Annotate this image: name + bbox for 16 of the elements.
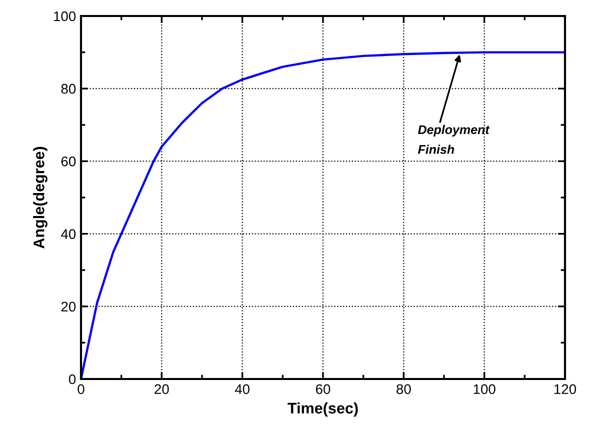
x-tick-label: 20 — [154, 384, 169, 394]
y-tick-label: 80 — [61, 84, 76, 94]
y-tick-label: 60 — [61, 156, 76, 166]
y-tick-label: 100 — [54, 11, 76, 22]
x-tick-label: 100 — [474, 384, 496, 394]
x-tick-label: 80 — [396, 384, 411, 394]
x-tick-label: 60 — [316, 384, 330, 394]
annotation: Deployment Finish — [418, 124, 490, 154]
y-tick-label: 20 — [61, 302, 76, 312]
x-tick-label: 40 — [234, 384, 250, 394]
y-tick-label: 0 — [68, 374, 76, 384]
x-tick-label: 0 — [78, 384, 84, 394]
x-tick-label: 120 — [554, 384, 576, 394]
y-tick-label: 40 — [61, 229, 76, 239]
y-axis-title: Angle(degree) — [33, 146, 48, 248]
x-axis-title: Time(sec) — [288, 402, 358, 417]
